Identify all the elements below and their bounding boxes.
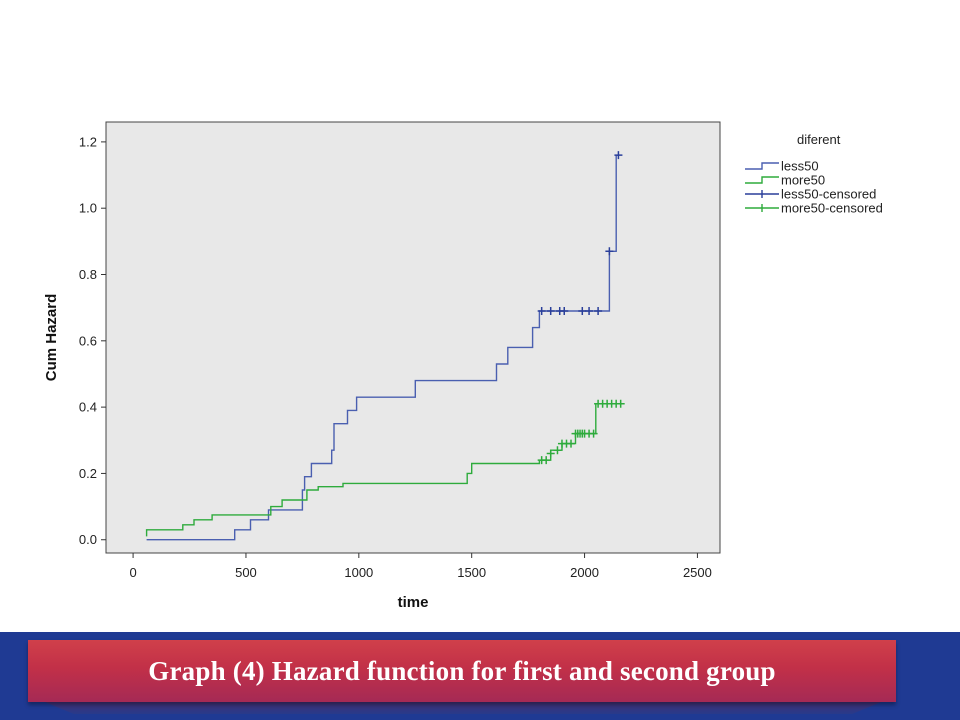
legend-label: less50	[781, 159, 819, 174]
legend-swatch	[745, 176, 779, 184]
y-tick-label: 0.6	[79, 333, 97, 348]
y-axis-title: Cum Hazard	[43, 294, 60, 382]
caption: Graph (4) Hazard function for first and …	[148, 655, 776, 686]
chart-marks	[145, 151, 625, 541]
x-tick-label: 500	[235, 565, 257, 580]
censor-mark-less50-censored	[585, 306, 594, 315]
legend-swatch	[745, 162, 779, 170]
x-tick-label: 2000	[570, 565, 599, 580]
legend-title: diferent	[797, 132, 841, 147]
censor-mark-less50-censored	[605, 247, 614, 256]
plot-area	[105, 121, 721, 554]
censor-mark-more50-censored	[546, 449, 555, 458]
y-tick-label: 0.2	[79, 466, 97, 481]
series-line-less50	[146, 154, 619, 541]
censor-mark-less50-censored	[578, 306, 587, 315]
censor-mark-more50-censored	[542, 456, 551, 465]
censor-mark-more50-censored	[589, 429, 598, 438]
censor-mark-less50-censored	[614, 151, 623, 160]
censor-mark-more50-censored	[616, 399, 625, 408]
x-tick-label: 1500	[457, 565, 486, 580]
x-axis-title: time	[398, 594, 429, 611]
censor-mark-less50-censored	[594, 306, 603, 315]
legend-label: more50-censored	[781, 201, 883, 216]
y-tick-label: 0.0	[79, 532, 97, 547]
axes: 0 500 1000 1500 2000 2500 0.0 0.2 0.4 0.6 0.8 1.0 1.…	[79, 134, 712, 580]
legend-label: less50-censored	[781, 187, 876, 202]
censor-mark-less50-censored	[560, 306, 569, 315]
y-tick-label: 0.8	[79, 267, 97, 282]
legend-label: more50	[781, 173, 825, 188]
legend-swatch	[745, 204, 779, 212]
legend-item: more50	[745, 173, 825, 188]
chart: 0 500 1000 1500 2000 2500 0.0 0.2 0.4 0.6 0.8 1.0 1.…	[43, 121, 883, 611]
legend-swatch	[745, 190, 779, 198]
y-tick-label: 1.0	[79, 201, 97, 216]
x-tick-label: 1000	[344, 565, 373, 580]
y-tick-label: 0.4	[79, 400, 97, 415]
censor-mark-more50-censored	[567, 439, 576, 448]
caption-shadow	[40, 700, 886, 714]
legend-item: less50-censored	[745, 187, 876, 202]
censor-mark-more50-censored	[553, 446, 562, 455]
x-tick-label: 2500	[683, 565, 712, 580]
legend: diferent less50more50less50-censoredmore…	[745, 132, 883, 216]
caption-box	[28, 640, 896, 702]
legend-item: more50-censored	[745, 201, 883, 216]
legend-item: less50	[745, 159, 819, 174]
censor-mark-less50-censored	[546, 306, 555, 315]
x-tick-label: 0	[129, 565, 136, 580]
y-tick-label: 1.2	[79, 134, 97, 149]
censor-mark-less50-censored	[537, 306, 546, 315]
